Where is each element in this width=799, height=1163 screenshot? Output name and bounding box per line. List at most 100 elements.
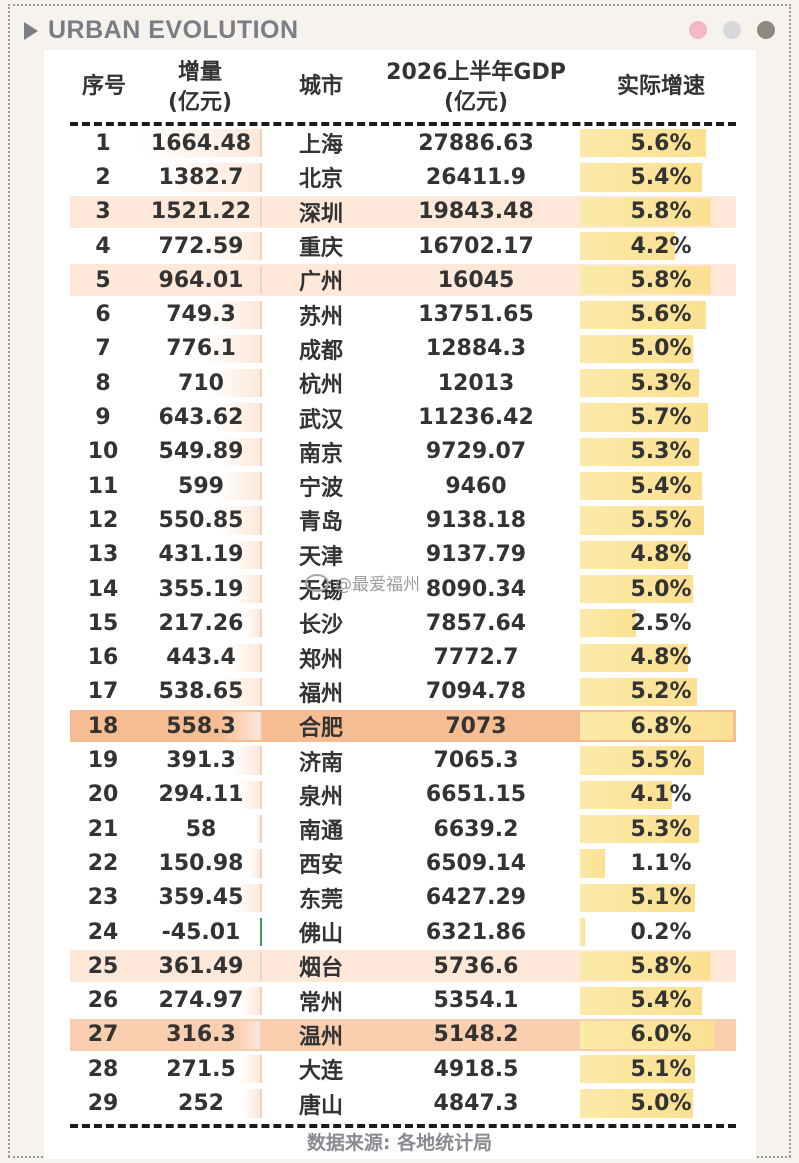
gdp-cell: 16045 xyxy=(437,267,515,293)
increase-cell: 599 xyxy=(178,473,224,499)
growth-cell: 5.0% xyxy=(630,336,692,362)
growth-bar xyxy=(580,883,695,912)
rank-cell: 28 xyxy=(87,1056,119,1082)
table-row: 8 710 杭州 12013 5.3% xyxy=(0,366,799,400)
rank-cell: 13 xyxy=(87,542,119,568)
header-growth: 实际增速 xyxy=(616,74,705,99)
rank-cell: 6 xyxy=(95,302,111,328)
rank-cell: 22 xyxy=(87,850,119,876)
increase-cell: 1521.22 xyxy=(150,199,252,225)
rank-cell: 26 xyxy=(87,988,119,1014)
gdp-cell: 4918.5 xyxy=(433,1056,519,1082)
growth-bar xyxy=(580,403,709,432)
rank-cell: 11 xyxy=(87,473,119,499)
rank-cell: 18 xyxy=(87,713,119,739)
increase-bar xyxy=(240,1055,262,1084)
weibo-handle: @最爱福州 xyxy=(335,575,420,595)
increase-cell: 549.89 xyxy=(158,439,244,465)
city-cell: 泉州 xyxy=(298,784,343,810)
city-cell: 长沙 xyxy=(298,613,343,639)
growth-bar xyxy=(580,437,700,466)
increase-bar xyxy=(234,883,262,912)
rank-cell: 27 xyxy=(87,1022,119,1048)
city-cell: 大连 xyxy=(298,1059,343,1085)
dotted-frame-right xyxy=(789,4,791,1157)
table-row: 17 538.65 福州 7094.78 5.2% xyxy=(0,675,799,709)
gdp-cell: 5148.2 xyxy=(433,1022,519,1048)
city-cell: 济南 xyxy=(298,750,343,776)
growth-cell: 5.5% xyxy=(630,748,692,774)
rank-cell: 15 xyxy=(87,610,119,636)
increase-bar xyxy=(234,574,262,604)
growth-cell: 5.0% xyxy=(630,576,692,602)
table-row: 2 1382.7 北京 26411.9 5.4% xyxy=(0,160,799,194)
city-cell: 上海 xyxy=(298,133,343,159)
gdp-cell: 4847.3 xyxy=(433,1091,519,1117)
table-row: 16 443.4 郑州 7772.7 4.8% xyxy=(0,641,799,675)
growth-cell: 5.3% xyxy=(630,370,692,396)
city-cell: 郑州 xyxy=(298,647,343,673)
growth-bar xyxy=(580,1089,693,1118)
city-cell: 合肥 xyxy=(298,716,343,742)
table-row: 7 776.1 成都 12884.3 5.0% xyxy=(0,332,799,366)
growth-cell: 2.5% xyxy=(630,610,692,636)
city-cell: 深圳 xyxy=(298,201,343,227)
gdp-cell: 8090.34 xyxy=(425,576,527,602)
gdp-cell: 5354.1 xyxy=(433,988,519,1014)
gdp-cell: 6639.2 xyxy=(433,816,519,842)
header-rank: 序号 xyxy=(81,74,126,99)
gdp-cell: 19843.48 xyxy=(418,199,534,225)
gdp-cell: 26411.9 xyxy=(425,164,527,190)
increase-cell: 359.45 xyxy=(158,885,244,911)
increase-bar xyxy=(241,1089,262,1118)
growth-bar xyxy=(580,163,702,192)
increase-cell: 316.3 xyxy=(166,1022,236,1048)
growth-cell: 5.0% xyxy=(630,1091,692,1117)
city-cell: 青岛 xyxy=(298,510,343,536)
increase-cell: 431.19 xyxy=(158,542,244,568)
table-row: 11 599 宁波 9460 5.4% xyxy=(0,469,799,503)
growth-bar xyxy=(580,815,700,844)
table-row: 19 391.3 济南 7065.3 5.5% xyxy=(0,743,799,777)
gdp-cell: 27886.63 xyxy=(418,130,534,156)
window-dots xyxy=(689,21,775,39)
increase-bar xyxy=(204,334,262,364)
table-row: 20 294.11 泉州 6651.15 4.1% xyxy=(0,778,799,812)
rank-cell: 7 xyxy=(95,336,111,362)
footer-rule xyxy=(70,1124,736,1128)
data-source-note: 数据来源: 各地统计局 xyxy=(306,1132,493,1154)
increase-bar xyxy=(237,1020,262,1050)
dotted-frame-top xyxy=(8,4,791,6)
growth-cell: 6.8% xyxy=(630,713,692,739)
gdp-cell: 12013 xyxy=(437,370,515,396)
city-cell: 武汉 xyxy=(298,407,343,433)
growth-cell: 5.4% xyxy=(630,988,692,1014)
rank-cell: 19 xyxy=(87,748,119,774)
growth-bar xyxy=(580,540,688,569)
increase-bar xyxy=(221,677,262,707)
header-increase-line1: 增量 xyxy=(177,60,222,85)
growth-cell: 5.3% xyxy=(630,816,692,842)
gdp-cell: 12884.3 xyxy=(425,336,527,362)
table-row: 27 316.3 温州 5148.2 6.0% xyxy=(0,1018,799,1052)
gdp-cell: 9137.79 xyxy=(425,542,527,568)
gdp-cell: 6321.86 xyxy=(425,919,527,945)
increase-cell: 710 xyxy=(178,370,224,396)
growth-cell: 5.6% xyxy=(630,302,692,328)
rank-cell: 23 xyxy=(87,885,119,911)
increase-cell: 538.65 xyxy=(158,679,244,705)
growth-bar xyxy=(580,369,700,398)
increase-cell: 772.59 xyxy=(158,233,244,259)
header-city: 城市 xyxy=(298,74,343,99)
growth-cell: 5.6% xyxy=(630,130,692,156)
increase-cell: 252 xyxy=(178,1091,224,1117)
increase-bar xyxy=(228,643,262,672)
header-gdp-line2: (亿元) xyxy=(443,90,509,115)
increase-cell: 643.62 xyxy=(158,405,244,431)
increase-cell: 294.11 xyxy=(158,782,244,808)
gdp-cell: 9460 xyxy=(445,473,507,499)
rank-cell: 12 xyxy=(87,507,119,533)
growth-bar xyxy=(580,574,693,604)
growth-cell: 5.1% xyxy=(630,885,692,911)
growth-cell: 1.1% xyxy=(630,850,692,876)
